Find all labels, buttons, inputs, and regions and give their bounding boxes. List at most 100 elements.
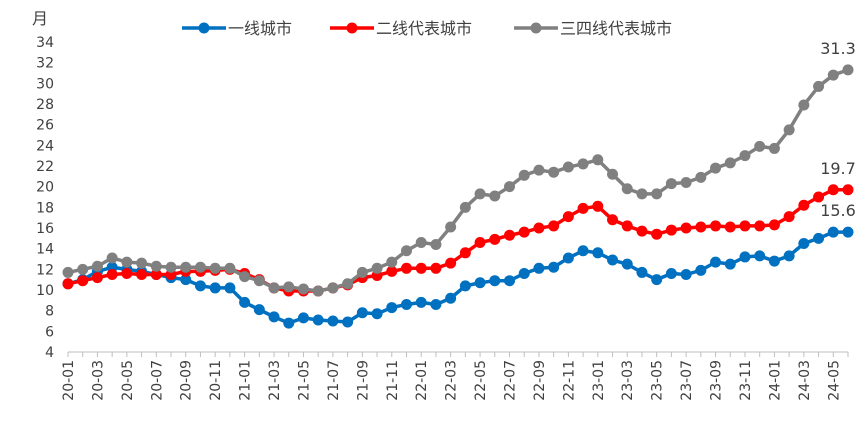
x-tick-label: 20-07 [149,360,165,401]
data-point [312,285,324,297]
data-point [724,258,736,270]
data-point [783,250,795,262]
data-point [607,254,619,266]
data-point [680,269,692,280]
data-point [768,219,780,231]
x-tick-label: 24-03 [797,360,813,401]
data-point [430,298,442,310]
data-point [518,169,530,181]
x-tick-label: 20-09 [179,360,195,401]
data-point [842,184,854,196]
x-tick-label: 20-05 [120,360,136,401]
data-point [754,220,766,232]
data-point [459,247,471,259]
data-point [783,211,795,223]
legend-swatch-marker [198,22,210,34]
data-point [621,220,633,232]
data-point [400,298,412,310]
y-tick-label: 26 [36,118,54,134]
data-point [813,232,825,244]
data-point [695,221,707,233]
x-tick-label: 23-03 [620,360,636,401]
data-point [194,261,206,273]
x-tick-label: 22-09 [532,360,548,401]
data-point [430,239,442,251]
data-point [312,314,324,326]
x-tick-label: 22-03 [444,360,460,401]
series-3 [62,64,854,297]
data-point [739,150,751,162]
data-point [386,302,398,314]
data-point [621,258,633,270]
data-point [327,315,339,327]
data-point [342,316,354,328]
data-point [371,308,383,320]
data-point [194,280,206,292]
y-axis-unit-label: 月 [32,9,48,28]
data-point [445,221,457,233]
data-point [77,263,89,275]
data-point [518,267,530,279]
data-point [562,252,574,264]
data-point [754,250,766,262]
data-point [548,261,560,273]
data-point [710,256,722,268]
x-tick-label: 23-01 [591,360,607,401]
data-point [768,255,780,267]
data-point [636,225,648,237]
data-point [136,269,148,280]
data-point [209,262,221,274]
data-point [239,296,251,308]
data-point [724,221,736,233]
data-point [548,166,560,178]
data-point [342,278,354,290]
x-tick-label: 21-11 [385,360,401,401]
y-tick-label: 34 [36,35,54,51]
data-point [283,281,295,293]
x-tick-label: 21-03 [267,360,283,401]
y-tick-label: 18 [36,200,54,216]
data-point [91,260,103,272]
y-tick-label: 20 [36,180,54,196]
y-tick-label: 28 [36,97,54,113]
x-tick-label: 21-09 [355,360,371,401]
x-tick-label: 20-03 [90,360,106,401]
end-value-label: 15.6 [820,201,856,220]
data-point [136,257,148,269]
data-point [724,157,736,169]
x-tick-label: 23-11 [738,360,754,401]
data-point [297,283,309,295]
y-tick-label: 24 [36,138,54,154]
data-point [548,220,560,232]
data-point [165,261,177,273]
data-point [636,188,648,200]
data-point [121,267,133,279]
data-point [268,282,280,294]
data-point [474,236,486,248]
data-point [680,177,692,189]
data-point [651,228,663,240]
data-point [386,265,398,277]
data-point [607,214,619,226]
data-point [224,262,236,274]
data-point [180,261,192,273]
data-point [62,266,74,278]
data-point [562,211,574,223]
series-2 [62,184,854,297]
data-point [106,252,118,264]
data-point [739,220,751,232]
legend-swatch-marker [530,22,542,34]
data-point [297,312,309,324]
data-point [665,178,677,190]
data-point [827,226,839,238]
data-point [695,171,707,183]
data-point [783,124,795,136]
data-point [504,275,516,287]
legend-swatch-marker [346,22,358,34]
data-point [209,282,221,294]
data-point [283,317,295,329]
data-point [651,274,663,286]
data-point [489,233,501,245]
data-point [680,222,692,234]
